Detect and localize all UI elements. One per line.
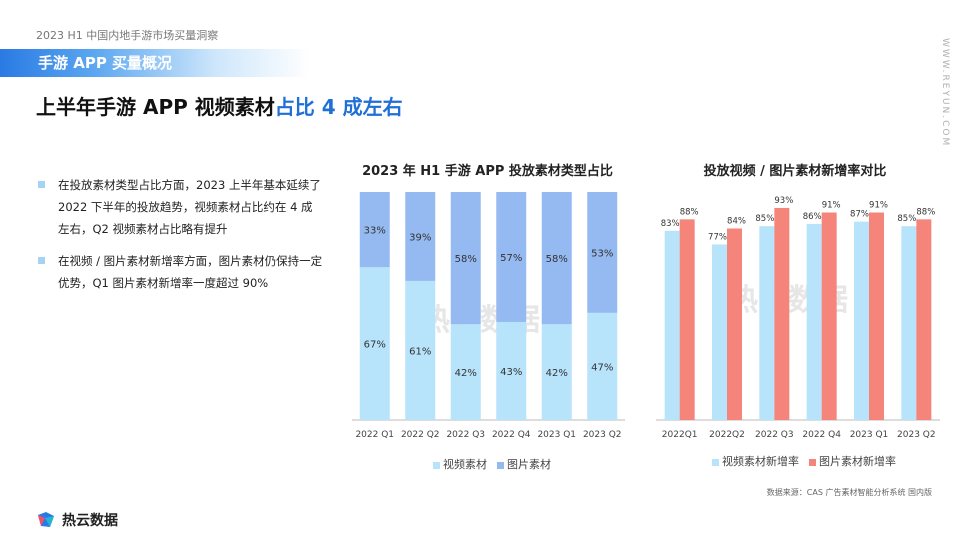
bar-image	[496, 192, 527, 322]
headline-highlight: 占比 4 成左右	[274, 95, 403, 119]
legend-item-video-new: 视频素材新增率	[712, 453, 799, 469]
data-label-image: 33%	[364, 226, 386, 237]
insight-item: 在投放素材类型占比方面，2023 上半年基本延续了 2022 下半年的投放趋势，…	[38, 174, 323, 240]
legend-label: 图片素材新增率	[819, 455, 896, 468]
bar-image-new	[679, 219, 695, 420]
legend-item-video: 视频素材	[433, 456, 487, 472]
data-label-video: 43%	[500, 367, 522, 378]
data-label-image-new: 88%	[680, 207, 699, 217]
x-tick-label: 2022 Q3	[446, 430, 485, 440]
x-tick-label: 2023 Q1	[850, 430, 889, 440]
data-label-video-new: 85%	[897, 214, 916, 224]
bar-image-new	[916, 219, 932, 420]
bar-image-new	[774, 207, 790, 420]
data-label-image: 53%	[591, 248, 613, 259]
chart2-title: 投放视频 / 图片素材新增率对比	[703, 164, 887, 179]
x-tick-label: 2022Q2	[709, 430, 745, 440]
insight-text: 在视频 / 图片素材新增率方面，图片素材仍保持一定优势，Q1 图片素材新增率一度…	[58, 254, 323, 290]
x-tick-label: 2022Q1	[662, 430, 698, 440]
bar-image	[359, 192, 390, 268]
x-tick-label: 2022 Q4	[492, 430, 531, 440]
bar-image-new	[869, 212, 884, 420]
brand-logo: 热云数据	[36, 510, 118, 530]
x-tick-label: 2022 Q1	[355, 430, 394, 440]
section-title: 手游 APP 买量概况	[38, 54, 173, 72]
bar-video-new	[664, 230, 680, 420]
legend-swatch-icon	[497, 461, 504, 469]
bar-video-new	[759, 226, 775, 420]
data-label-image: 58%	[455, 254, 477, 265]
chart1-legend: 视频素材 图片素材	[433, 456, 551, 472]
bar-video	[587, 312, 618, 420]
insight-list: 在投放素材类型占比方面，2023 上半年基本延续了 2022 下半年的投放趋势，…	[38, 174, 323, 304]
bar-image	[541, 192, 572, 325]
data-label-video: 47%	[591, 362, 613, 373]
data-label-video-new: 83%	[661, 219, 680, 229]
data-label-video-new: 86%	[803, 212, 822, 222]
legend-swatch-icon	[712, 458, 719, 466]
x-tick-label: 2023 Q2	[583, 430, 622, 440]
data-source: 数据来源：CAS 广告素材智能分析系统 国内版	[766, 488, 932, 497]
bar-video	[405, 280, 436, 420]
data-label-image: 39%	[409, 232, 431, 243]
bar-video	[541, 324, 572, 420]
bar-video-new	[712, 244, 727, 420]
report-label: 2023 H1 中国内地手游市场买量洞察	[36, 29, 219, 42]
page-headline: 上半年手游 APP 视频素材占比 4 成左右	[36, 91, 403, 120]
legend-label: 图片素材	[507, 458, 551, 471]
legend-item-image: 图片素材	[497, 456, 551, 472]
insight-text: 在投放素材类型占比方面，2023 上半年基本延续了 2022 下半年的投放趋势，…	[58, 178, 321, 236]
legend-swatch-icon	[433, 461, 440, 469]
x-tick-label: 2022 Q2	[401, 430, 440, 440]
brand-url: WWW.REYUN.COM	[940, 38, 950, 148]
data-label-image: 57%	[500, 253, 522, 264]
data-label-video: 67%	[364, 340, 386, 351]
insight-item: 在视频 / 图片素材新增率方面，图片素材仍保持一定优势，Q1 图片素材新增率一度…	[38, 250, 323, 294]
legend-swatch-icon	[809, 458, 816, 466]
x-tick-label: 2023 Q1	[537, 430, 576, 440]
legend-label: 视频素材	[443, 458, 487, 471]
chart1-title: 2023 年 H1 手游 APP 投放素材类型占比	[362, 164, 613, 179]
data-label-video-new: 87%	[850, 210, 869, 220]
bar-video-new	[806, 223, 822, 420]
bullet-square-icon	[38, 181, 45, 188]
data-label-video-new: 85%	[755, 214, 774, 224]
data-label-video: 42%	[455, 368, 477, 379]
data-label-video: 42%	[546, 368, 568, 379]
data-label-image-new: 93%	[774, 196, 793, 206]
data-label-image-new: 84%	[727, 216, 746, 226]
bar-image	[450, 192, 481, 325]
logo-text: 热云数据	[62, 513, 118, 529]
data-label-image-new: 88%	[916, 207, 935, 217]
bar-video-new	[854, 221, 869, 420]
data-label-image-new: 91%	[869, 201, 888, 211]
bar-image	[405, 192, 436, 281]
data-label-image-new: 91%	[822, 201, 841, 211]
legend-item-image-new: 图片素材新增率	[809, 453, 896, 469]
x-tick-label: 2023 Q2	[897, 430, 936, 440]
bar-image-new	[821, 212, 837, 420]
reyun-logo-icon	[38, 512, 54, 527]
bar-video	[450, 324, 481, 420]
bar-video-new	[901, 226, 917, 420]
chart2-legend: 视频素材新增率 图片素材新增率	[712, 453, 896, 469]
headline-main: 上半年手游 APP 视频素材	[36, 95, 275, 119]
x-tick-label: 2022 Q3	[755, 430, 794, 440]
bar-image-new	[727, 228, 742, 420]
section-title-bar	[0, 49, 310, 77]
data-label-video: 61%	[409, 346, 431, 357]
legend-label: 视频素材新增率	[722, 455, 799, 468]
data-label-video-new: 77%	[708, 232, 727, 242]
bar-video	[359, 267, 390, 420]
bullet-square-icon	[38, 257, 45, 264]
bar-video	[496, 321, 527, 420]
bar-image	[587, 192, 618, 313]
x-tick-label: 2022 Q4	[802, 430, 841, 440]
data-label-image: 58%	[546, 254, 568, 265]
